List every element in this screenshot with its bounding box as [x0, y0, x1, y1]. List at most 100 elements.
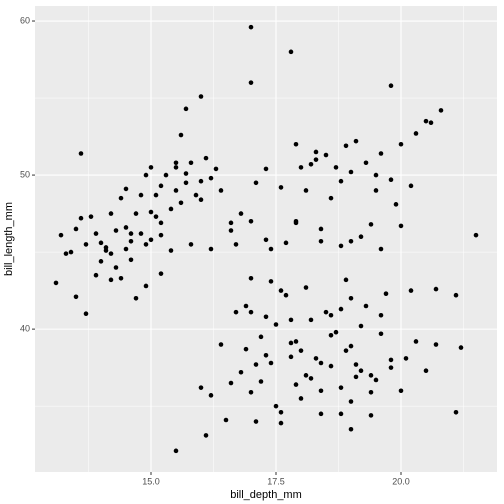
- point: [328, 363, 334, 369]
- point: [348, 426, 354, 432]
- point: [263, 166, 269, 172]
- point: [358, 368, 364, 374]
- point: [453, 292, 459, 298]
- point: [208, 246, 214, 252]
- point: [303, 285, 309, 290]
- point: [298, 396, 304, 401]
- point: [143, 242, 149, 247]
- point: [428, 120, 434, 125]
- point: [108, 211, 114, 216]
- point: [148, 237, 154, 243]
- point: [248, 80, 254, 85]
- point: [433, 286, 439, 292]
- point: [423, 118, 429, 124]
- point: [253, 180, 259, 186]
- point: [258, 379, 264, 384]
- point: [183, 180, 189, 186]
- point: [353, 362, 359, 367]
- point: [303, 188, 309, 193]
- point: [343, 143, 349, 149]
- point: [88, 214, 94, 219]
- point: [278, 288, 284, 293]
- point: [78, 151, 84, 156]
- point: [318, 411, 324, 417]
- point: [98, 259, 104, 264]
- point: [338, 306, 344, 312]
- point: [248, 275, 254, 281]
- y-tick-label: 60: [20, 15, 30, 25]
- point: [148, 209, 154, 215]
- point: [228, 220, 234, 226]
- point: [198, 385, 204, 390]
- point: [263, 353, 269, 358]
- point: [328, 312, 334, 318]
- point: [353, 138, 359, 144]
- point: [188, 242, 194, 247]
- point: [228, 380, 234, 386]
- point: [223, 417, 229, 423]
- point: [203, 155, 209, 161]
- point: [398, 388, 404, 394]
- point: [388, 357, 394, 363]
- point: [158, 220, 164, 226]
- point: [138, 192, 144, 198]
- point: [173, 448, 179, 454]
- point: [268, 279, 274, 284]
- point: [273, 322, 279, 327]
- point: [283, 240, 289, 246]
- point: [358, 234, 364, 239]
- point: [318, 388, 324, 394]
- point: [178, 132, 184, 138]
- point: [268, 246, 274, 252]
- point: [143, 283, 149, 289]
- x-axis-title: bill_depth_mm: [230, 489, 302, 501]
- point: [113, 228, 119, 233]
- point: [413, 339, 419, 344]
- point: [103, 245, 109, 250]
- point: [318, 226, 324, 232]
- point: [308, 161, 314, 167]
- point: [278, 185, 284, 190]
- point: [273, 403, 279, 409]
- point: [128, 231, 134, 236]
- point: [113, 265, 119, 270]
- point: [298, 348, 304, 353]
- point: [343, 348, 349, 353]
- point: [298, 165, 304, 170]
- point: [198, 94, 204, 99]
- point: [243, 303, 249, 309]
- point: [318, 360, 324, 366]
- point: [328, 332, 334, 338]
- point: [208, 393, 214, 398]
- point: [168, 206, 174, 212]
- point: [388, 365, 394, 370]
- point: [278, 410, 284, 415]
- point: [413, 131, 419, 136]
- point: [238, 211, 244, 216]
- point: [173, 160, 179, 166]
- point: [403, 356, 409, 361]
- point: [328, 195, 334, 201]
- point: [288, 49, 294, 55]
- point: [408, 183, 414, 189]
- point: [138, 231, 144, 236]
- point: [293, 382, 299, 387]
- point: [348, 343, 354, 349]
- point: [348, 169, 354, 175]
- point: [143, 172, 149, 178]
- point: [288, 354, 294, 360]
- point: [338, 411, 344, 417]
- point: [288, 317, 294, 323]
- point: [73, 294, 79, 300]
- point: [333, 165, 339, 170]
- point: [238, 369, 244, 375]
- point: [338, 243, 344, 249]
- x-tick-label: 15.0: [142, 476, 160, 486]
- point: [93, 272, 99, 278]
- point: [128, 257, 134, 263]
- x-tick-label: 20.0: [392, 476, 410, 486]
- point: [133, 211, 139, 216]
- point: [233, 242, 239, 247]
- point: [183, 171, 189, 176]
- point: [78, 215, 84, 221]
